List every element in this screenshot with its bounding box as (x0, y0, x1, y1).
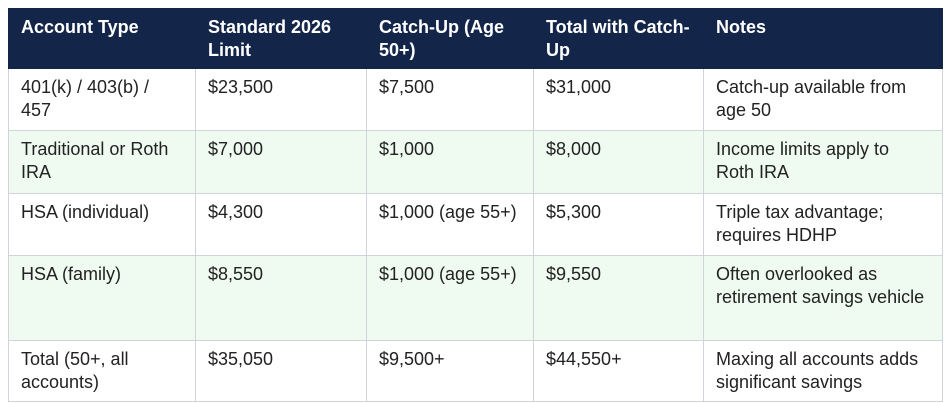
table-cell: $35,050 (195, 340, 367, 402)
header-cell: Total with Catch-Up (533, 8, 704, 69)
table-row: Traditional or Roth IRA $7,000 $1,000 $8,00… (8, 130, 943, 194)
header-cell: Notes (703, 8, 943, 69)
header-cell: Catch-Up (Age 50+) (366, 8, 534, 69)
table-cell: $44,550+ (533, 340, 704, 402)
table-body: 401(k) / 403(b) / 457 $23,500 $7,500 $31,00… (8, 68, 943, 402)
table-cell: 401(k) / 403(b) / 457 (8, 68, 196, 131)
table-cell: $9,500+ (366, 340, 534, 402)
table-cell: Triple tax advantage; requires HDHP (703, 193, 943, 256)
table-cell: $9,550 (533, 255, 704, 341)
table-cell: Total (50+, all accounts) (8, 340, 196, 402)
limits-table: Account Type Standard 2026 Limit Catch-Up … (8, 8, 943, 402)
table-cell: $31,000 (533, 68, 704, 131)
table-cell: $23,500 (195, 68, 367, 131)
table-header: Account Type Standard 2026 Limit Catch-Up … (8, 8, 943, 69)
table-cell: $8,550 (195, 255, 367, 341)
table-cell: $1,000 (age 55+) (366, 255, 534, 341)
table-cell: Traditional or Roth IRA (8, 130, 196, 194)
table-cell: HSA (family) (8, 255, 196, 341)
table-cell: Catch-up available from age 50 (703, 68, 943, 131)
table-cell: $4,300 (195, 193, 367, 256)
table-cell: Income limits apply to Roth IRA (703, 130, 943, 194)
table-cell: HSA (individual) (8, 193, 196, 256)
table-cell: $7,500 (366, 68, 534, 131)
table-cell: $1,000 (age 55+) (366, 193, 534, 256)
header-cell: Standard 2026 Limit (195, 8, 367, 69)
table-cell: $7,000 (195, 130, 367, 194)
table-cell: $8,000 (533, 130, 704, 194)
header-cell: Account Type (8, 8, 196, 69)
table-cell: Often overlooked as retirement savings v… (703, 255, 943, 341)
header-row: Account Type Standard 2026 Limit Catch-Up … (8, 8, 943, 69)
table-cell: $1,000 (366, 130, 534, 194)
table-cell: $5,300 (533, 193, 704, 256)
table-cell: Maxing all accounts adds significant sav… (703, 340, 943, 402)
table-row: HSA (family) $8,550 $1,000 (age 55+) $9,550… (8, 255, 943, 341)
table-row: HSA (individual) $4,300 $1,000 (age 55+) $5… (8, 193, 943, 256)
table-row: Total (50+, all accounts) $35,050 $9,500+ $… (8, 340, 943, 402)
table-row: 401(k) / 403(b) / 457 $23,500 $7,500 $31,00… (8, 68, 943, 131)
